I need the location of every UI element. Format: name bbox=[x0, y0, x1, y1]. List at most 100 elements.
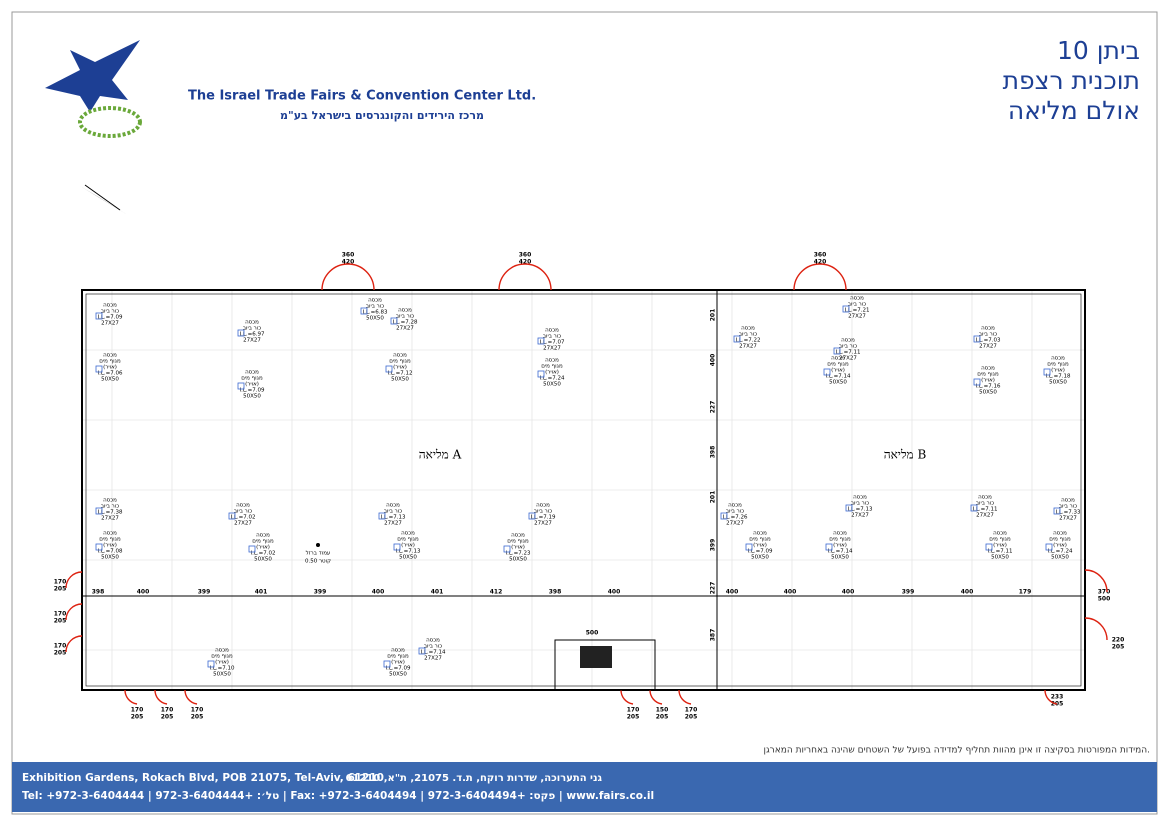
box-label: 50X50 bbox=[101, 555, 119, 561]
box-label: 50X50 bbox=[1051, 555, 1069, 561]
door-size: 170 bbox=[131, 707, 144, 714]
column-dimension: 400 bbox=[137, 589, 150, 596]
box-label: מגוף מים bbox=[1047, 362, 1069, 368]
box-label: מכסה bbox=[728, 503, 742, 509]
row-dimension: 201 bbox=[710, 309, 717, 322]
door-size: 205 bbox=[54, 618, 67, 625]
door-size: 205 bbox=[191, 714, 204, 721]
box-label: 50X50 bbox=[389, 672, 407, 678]
box-label: 27X27 bbox=[839, 356, 857, 362]
box-label: I.L.=7.13 bbox=[847, 507, 873, 513]
floor-box bbox=[973, 378, 981, 386]
box-label: 50X50 bbox=[254, 557, 272, 563]
row-dimension: 387 bbox=[710, 629, 717, 642]
row-dimension: 399 bbox=[710, 539, 717, 552]
door-size: 370 bbox=[1098, 589, 1111, 596]
box-label: I.L.=7.33 bbox=[1055, 510, 1081, 516]
column-dimension: 400 bbox=[842, 589, 855, 596]
box-label: I.L.=7.03 bbox=[975, 338, 1001, 344]
floor-box bbox=[842, 305, 850, 313]
box-label: 50X50 bbox=[829, 380, 847, 386]
box-label: 27X27 bbox=[739, 344, 757, 350]
box-label: I.L.=7.07 bbox=[539, 340, 565, 346]
box-label: 27X27 bbox=[543, 346, 561, 352]
title-line: תוכנית רצפת bbox=[1003, 66, 1140, 95]
box-label: I.L.=7.06 bbox=[97, 371, 123, 377]
box-label: מכסה bbox=[256, 533, 270, 539]
door-size: 170 bbox=[685, 707, 698, 714]
column-dimension: 400 bbox=[608, 589, 621, 596]
box-label: מכסה bbox=[753, 531, 767, 537]
box-label: 50X50 bbox=[243, 394, 261, 400]
box-label: כור ביוב bbox=[396, 314, 414, 320]
box-label: כור ביוב bbox=[101, 309, 119, 315]
floor-box bbox=[1043, 368, 1051, 376]
box-label: 50X50 bbox=[543, 382, 561, 388]
box-label: (אויר) bbox=[103, 543, 117, 549]
steel-column bbox=[316, 543, 320, 547]
box-label: כור ביוב bbox=[979, 332, 997, 338]
box-label: 27X27 bbox=[976, 513, 994, 519]
box-label: מכסה bbox=[993, 531, 1007, 537]
column-dimension: 400 bbox=[726, 589, 739, 596]
box-label: 50X50 bbox=[991, 555, 1009, 561]
box-label: 50X50 bbox=[509, 557, 527, 563]
box-label: מכסה bbox=[398, 308, 412, 314]
door bbox=[498, 263, 552, 291]
door-size: 205 bbox=[1112, 644, 1125, 651]
inner-wall bbox=[85, 293, 1082, 687]
box-label: (אויר) bbox=[393, 365, 407, 371]
door bbox=[65, 603, 83, 621]
box-label: כור ביוב bbox=[976, 501, 994, 507]
box-label: I.L.=7.14 bbox=[827, 549, 853, 555]
box-label: I.L.=7.26 bbox=[722, 515, 748, 521]
box-label: 27X27 bbox=[234, 521, 252, 527]
box-label: 50X50 bbox=[979, 390, 997, 396]
box-label: מכסה bbox=[741, 326, 755, 332]
door-size: 220 bbox=[1112, 637, 1125, 644]
box-label: (אויר) bbox=[1053, 543, 1067, 549]
box-label: I.L.=7.14 bbox=[825, 374, 851, 380]
door-size: 360 bbox=[519, 252, 532, 259]
floor-box bbox=[733, 335, 741, 343]
column-dimension: 400 bbox=[784, 589, 797, 596]
door-size: 170 bbox=[627, 707, 640, 714]
door-size: 205 bbox=[685, 714, 698, 721]
floor-box bbox=[418, 647, 426, 655]
box-label: מכסה bbox=[841, 338, 855, 344]
column-dimension: 399 bbox=[902, 589, 915, 596]
door-size: 205 bbox=[656, 714, 669, 721]
box-label: 27X27 bbox=[396, 326, 414, 332]
box-label: 27X27 bbox=[979, 344, 997, 350]
box-label: מכסה bbox=[511, 533, 525, 539]
box-label: כור ביוב bbox=[739, 332, 757, 338]
door bbox=[649, 689, 663, 705]
box-label: מגוף מים bbox=[977, 372, 999, 378]
box-label: מגוף מים bbox=[99, 359, 121, 365]
floor-box bbox=[537, 370, 545, 378]
column-dimension: 398 bbox=[549, 589, 562, 596]
box-label: מכסה bbox=[981, 326, 995, 332]
floor-box bbox=[833, 347, 841, 355]
box-label: I.L.=7.14 bbox=[420, 650, 446, 656]
column-dimension: 399 bbox=[198, 589, 211, 596]
box-label: כור ביוב bbox=[384, 509, 402, 515]
box-label: מגוף מים bbox=[989, 537, 1011, 543]
box-label: 27X27 bbox=[424, 656, 442, 662]
box-label: 27X27 bbox=[534, 521, 552, 527]
door-size: 170 bbox=[54, 579, 67, 586]
box-label: 27X27 bbox=[851, 513, 869, 519]
box-label: מכסה bbox=[236, 503, 250, 509]
door-size: 500 bbox=[1098, 596, 1111, 603]
box-label: מכסה bbox=[545, 328, 559, 334]
floor-box bbox=[378, 512, 386, 520]
box-label: כור ביוב bbox=[534, 509, 552, 515]
column-dimension: 401 bbox=[255, 589, 268, 596]
box-label: כור ביוב bbox=[234, 509, 252, 515]
box-label: I.L.=7.10 bbox=[209, 666, 235, 672]
box-label: (אויר) bbox=[401, 543, 415, 549]
floor-box bbox=[385, 365, 393, 373]
box-label: (אויר) bbox=[981, 378, 995, 384]
door bbox=[321, 263, 375, 291]
